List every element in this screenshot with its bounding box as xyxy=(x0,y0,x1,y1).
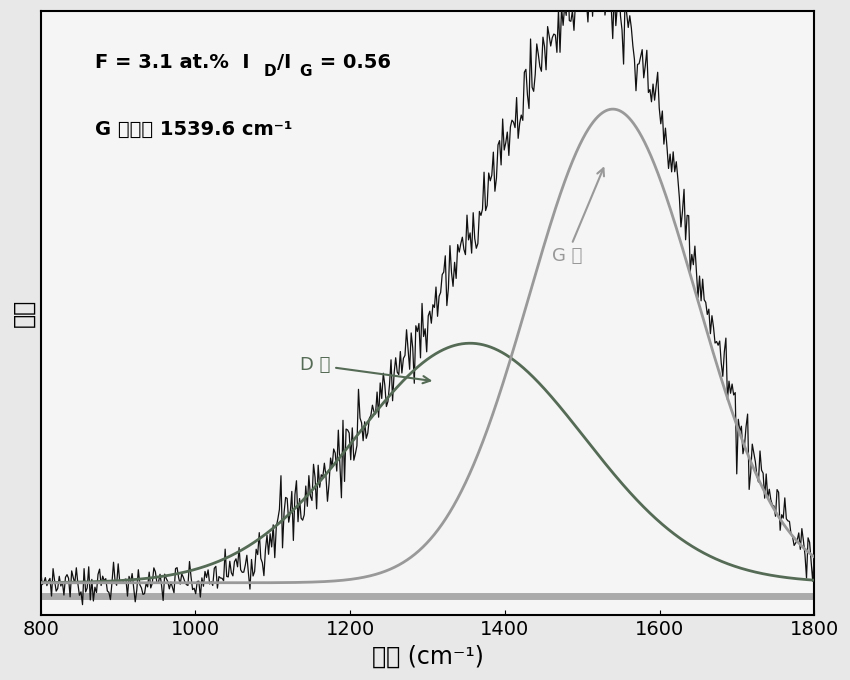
Text: = 0.56: = 0.56 xyxy=(313,54,391,72)
Text: G 峰: G 峰 xyxy=(552,168,604,265)
Y-axis label: 强度: 强度 xyxy=(11,299,35,327)
Text: D 峰: D 峰 xyxy=(300,356,430,384)
X-axis label: 位移 (cm⁻¹): 位移 (cm⁻¹) xyxy=(371,645,484,669)
Text: G: G xyxy=(299,65,312,80)
Text: D: D xyxy=(264,65,276,80)
Text: F = 3.1 at.%  I: F = 3.1 at.% I xyxy=(95,54,249,72)
Text: /I: /I xyxy=(277,54,292,72)
Text: G 峰位置 1539.6 cm⁻¹: G 峰位置 1539.6 cm⁻¹ xyxy=(95,120,292,139)
